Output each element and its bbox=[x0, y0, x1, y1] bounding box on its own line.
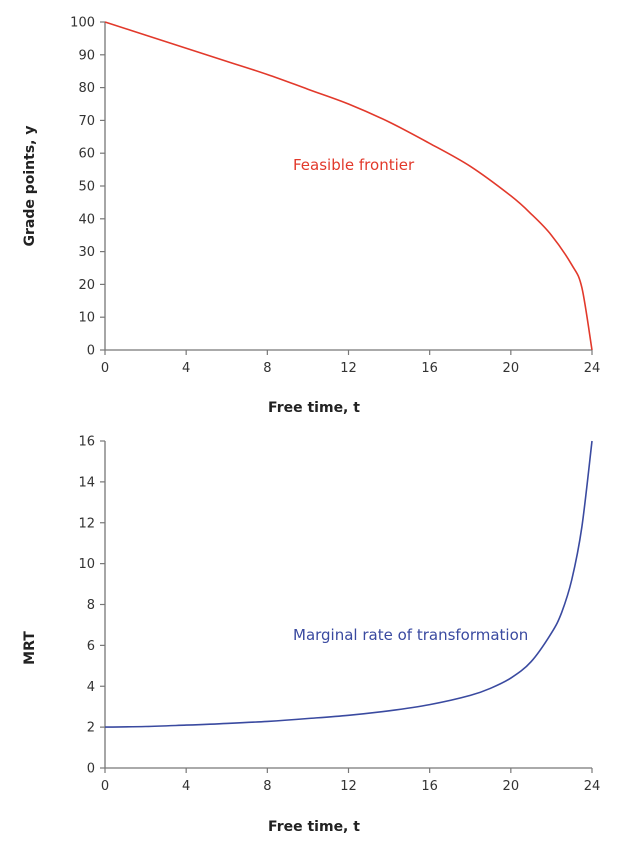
bottom-x-tick-label: 16 bbox=[421, 779, 438, 794]
mrt-curve bbox=[104, 440, 593, 728]
feasible-frontier-curve bbox=[104, 21, 593, 351]
top-x-tick-label: 20 bbox=[503, 361, 520, 376]
top-y-tick-label: 70 bbox=[78, 114, 95, 129]
bottom-y-tick-label: 12 bbox=[78, 516, 95, 531]
top-x-axis-ticks: 0 4 8 12 16 20 24 bbox=[101, 350, 600, 376]
top-y-tick-label: 80 bbox=[78, 81, 95, 96]
top-y-tick-label: 10 bbox=[78, 311, 95, 326]
bottom-y-tick-label: 0 bbox=[87, 762, 95, 777]
top-x-tick-label: 4 bbox=[182, 361, 190, 376]
top-y-tick-label: 0 bbox=[87, 344, 95, 359]
bottom-x-axis-title: Free time, t bbox=[268, 819, 360, 835]
bottom-y-tick-label: 4 bbox=[87, 680, 95, 695]
bottom-x-tick-label: 20 bbox=[503, 779, 520, 794]
top-x-axis-title: Free time, t bbox=[268, 400, 360, 416]
bottom-x-tick-label: 4 bbox=[182, 779, 190, 794]
mrt-label: Marginal rate of transformation bbox=[293, 626, 528, 644]
top-y-tick-label: 90 bbox=[78, 48, 95, 63]
bottom-y-tick-label: 16 bbox=[78, 435, 95, 450]
bottom-y-tick-label: 10 bbox=[78, 557, 95, 572]
bottom-x-tick-label: 0 bbox=[101, 779, 109, 794]
bottom-y-tick-label: 6 bbox=[87, 639, 95, 654]
bottom-y-tick-label: 2 bbox=[87, 721, 95, 736]
top-y-tick-label: 30 bbox=[78, 245, 95, 260]
top-x-tick-label: 24 bbox=[584, 361, 601, 376]
bottom-y-tick-label: 8 bbox=[87, 598, 95, 613]
top-x-tick-label: 12 bbox=[340, 361, 357, 376]
bottom-y-axis-ticks: 0 2 4 6 8 10 12 14 16 bbox=[78, 435, 105, 777]
bottom-x-axis-ticks: 0 4 8 12 16 20 24 bbox=[101, 768, 600, 794]
bottom-y-axis-title: MRT bbox=[22, 631, 38, 665]
top-x-tick-label: 8 bbox=[263, 361, 271, 376]
top-y-tick-label: 20 bbox=[78, 278, 95, 293]
bottom-x-tick-label: 8 bbox=[263, 779, 271, 794]
top-x-tick-label: 16 bbox=[421, 361, 438, 376]
bottom-y-tick-label: 14 bbox=[78, 475, 95, 490]
bottom-x-tick-label: 24 bbox=[584, 779, 601, 794]
top-y-tick-label: 60 bbox=[78, 147, 95, 162]
top-y-tick-label: 50 bbox=[78, 180, 95, 195]
top-y-tick-label: 40 bbox=[78, 212, 95, 227]
feasible-frontier-chart: 0 10 20 30 40 50 60 70 80 90 100 0 4 8 12 16 20 24 Feasi… bbox=[22, 16, 600, 417]
top-y-axis-title: Grade points, y bbox=[22, 126, 38, 247]
feasible-frontier-label: Feasible frontier bbox=[293, 156, 415, 174]
top-x-tick-label: 0 bbox=[101, 361, 109, 376]
top-y-axis-ticks: 0 10 20 30 40 50 60 70 80 90 100 bbox=[70, 16, 105, 359]
top-y-tick-label: 100 bbox=[70, 16, 95, 31]
bottom-x-tick-label: 12 bbox=[340, 779, 357, 794]
